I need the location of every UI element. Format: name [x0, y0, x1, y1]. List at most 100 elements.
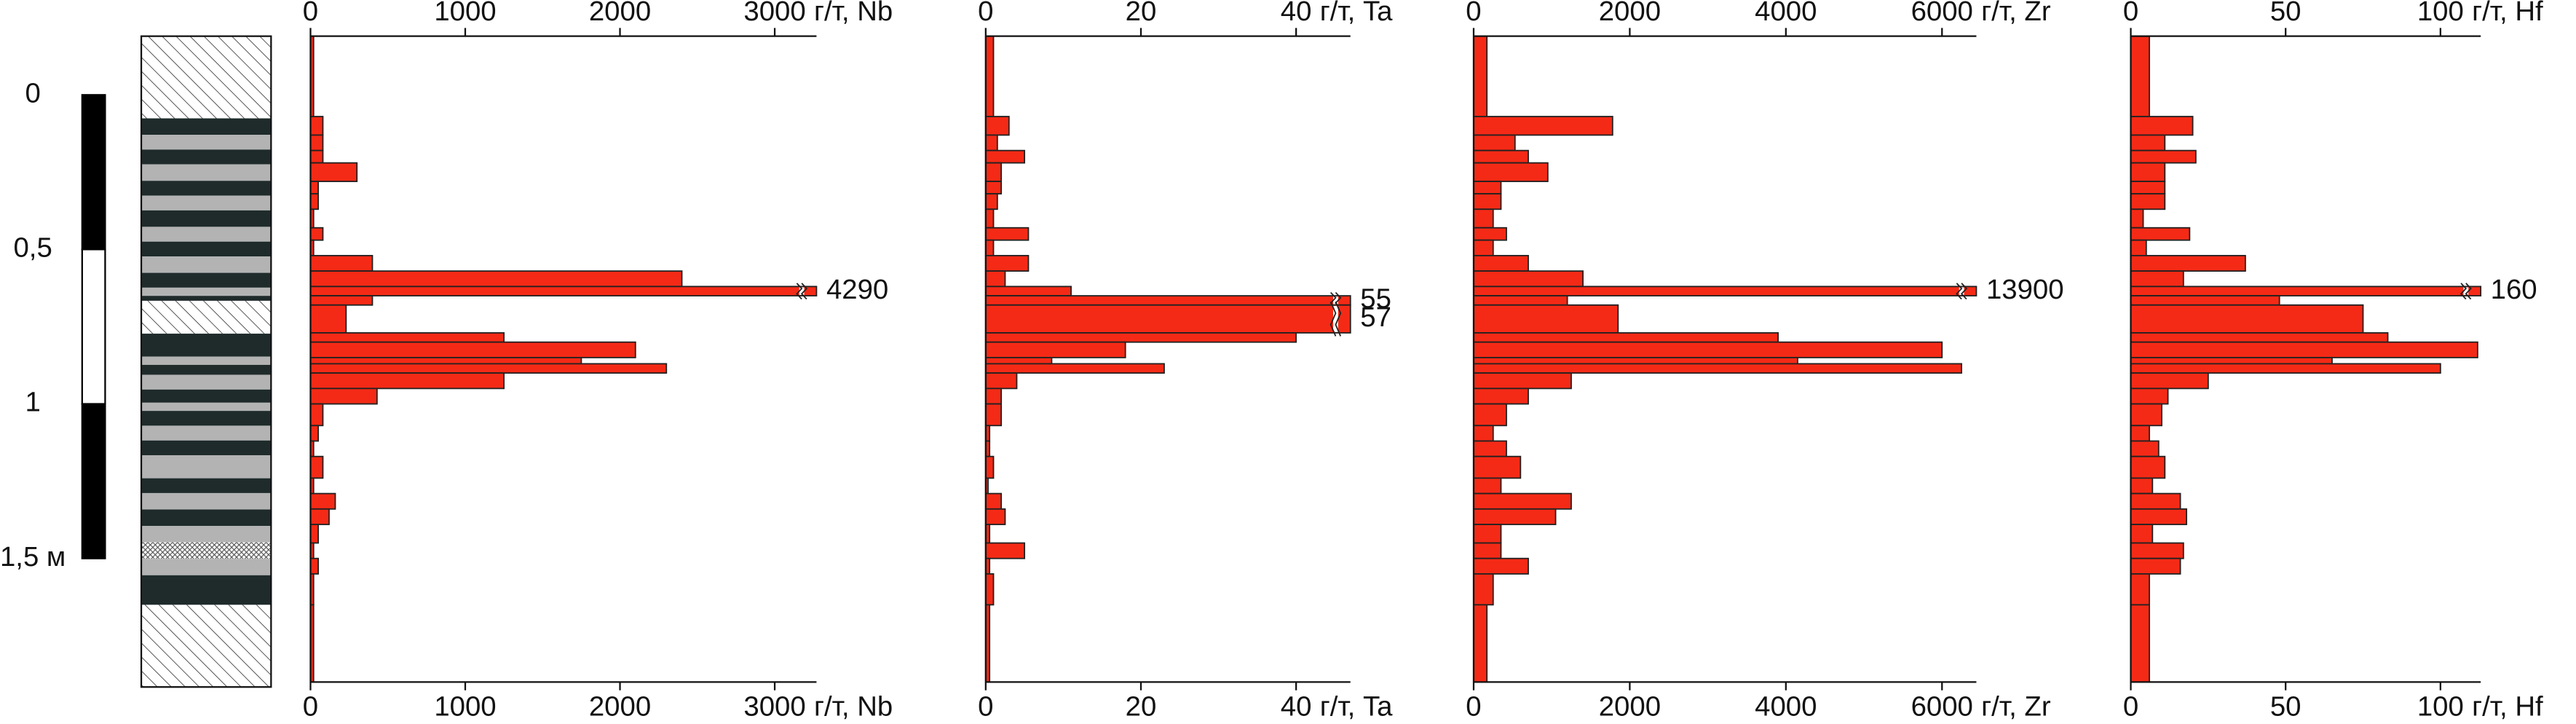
depth-tick-label: 1,5 м	[0, 541, 66, 572]
bar	[984, 193, 998, 210]
bar	[984, 239, 995, 256]
lithology-layer	[141, 118, 272, 135]
bar	[2130, 524, 2154, 544]
lithology-layer	[141, 36, 272, 119]
lithology-layer	[141, 509, 272, 527]
x-tick-label-top: 0	[2123, 0, 2138, 27]
x-tick-label-bottom: 3000	[743, 691, 805, 723]
depth-scale-segment	[81, 248, 106, 405]
lithology-layer	[141, 181, 272, 196]
bar	[2130, 573, 2150, 606]
lithology-layer	[141, 241, 272, 257]
bar	[2130, 604, 2150, 683]
bar	[1473, 332, 1779, 343]
bar	[2130, 455, 2166, 479]
bar	[2130, 542, 2184, 559]
bar	[2130, 181, 2166, 194]
bar-break-gap	[1333, 296, 1338, 304]
bar-break	[796, 283, 803, 300]
bar	[2130, 425, 2150, 442]
bar	[984, 295, 1351, 306]
bar	[1473, 35, 1488, 117]
bar-break-gap	[799, 287, 805, 295]
bar	[2130, 341, 2478, 358]
x-tick-label-bottom: 50	[2270, 691, 2302, 723]
bar	[984, 573, 995, 606]
x-axis-label-top: г/т, Ta	[1320, 0, 1393, 27]
bar	[309, 134, 324, 152]
bar	[984, 162, 1003, 182]
x-tick-label-top: 100	[2417, 0, 2464, 27]
lithology-layer	[141, 492, 272, 510]
bar	[309, 357, 582, 365]
bar	[1473, 440, 1507, 457]
depth-scale-segment	[81, 94, 106, 251]
bar	[1473, 363, 1962, 374]
bar	[984, 286, 1072, 296]
x-tick-label-top: 50	[2270, 0, 2302, 27]
bar	[309, 162, 358, 182]
bar	[1473, 573, 1494, 606]
bar	[2130, 440, 2160, 457]
lithology-layer	[141, 296, 272, 301]
x-tick-label-bottom: 20	[1126, 691, 1157, 723]
bar	[984, 255, 1030, 272]
bar	[2130, 270, 2184, 288]
bar	[1473, 193, 1502, 210]
bar	[309, 193, 319, 210]
x-tick-label-top: 4000	[1755, 0, 1817, 27]
bar	[1473, 508, 1557, 525]
x-tick-label-bottom: 6000	[1911, 691, 1973, 723]
bar	[309, 492, 336, 510]
bar	[1473, 208, 1494, 229]
x-tick-label-bottom: 1000	[434, 691, 496, 723]
bar-break	[1960, 283, 1968, 300]
bar	[1473, 162, 1549, 182]
bar	[1473, 227, 1507, 241]
bar	[1473, 304, 1619, 334]
bar	[984, 270, 1006, 288]
x-tick-label-top: 0	[303, 0, 318, 27]
bar	[309, 255, 374, 272]
x-axis-label-bottom: г/т, Zr	[1981, 691, 2051, 723]
bar	[984, 35, 995, 117]
value-label: 57	[1360, 302, 1391, 333]
bar	[1473, 492, 1572, 510]
lithology-layer	[141, 256, 272, 273]
bar	[984, 304, 1351, 334]
bar	[1473, 542, 1502, 559]
x-tick-label-bottom: 4000	[1755, 691, 1817, 723]
x-tick-label-top: 1000	[434, 0, 496, 27]
value-label: 13900	[1986, 274, 2064, 305]
x-tick-label-top: 20	[1126, 0, 1157, 27]
lithology-layer	[141, 334, 272, 357]
lithology-layer	[141, 210, 272, 227]
bar-break-gap	[2463, 287, 2469, 295]
lithology-layer	[141, 227, 272, 242]
bar	[1473, 557, 1529, 575]
bar	[309, 332, 505, 343]
bar	[1473, 357, 1798, 365]
bar	[309, 508, 330, 525]
bar	[309, 149, 324, 164]
bar	[1473, 372, 1572, 390]
lithology-layer	[141, 287, 272, 296]
bar	[1473, 255, 1529, 272]
bar	[984, 116, 1010, 136]
lithology-layer	[141, 149, 272, 165]
bar	[309, 455, 324, 479]
bar	[2130, 372, 2209, 390]
bar	[1473, 425, 1494, 442]
x-tick-label-top: 40	[1281, 0, 1312, 27]
bar	[984, 372, 1018, 390]
lithology-layer	[141, 455, 272, 479]
bar	[2130, 208, 2144, 229]
bar-break	[1335, 301, 1342, 337]
bar	[1473, 239, 1494, 256]
bar	[984, 357, 1053, 365]
bar-break	[2465, 283, 2472, 300]
bar-break-gap	[1333, 305, 1338, 332]
bar	[984, 508, 1006, 525]
bar	[2130, 286, 2482, 296]
